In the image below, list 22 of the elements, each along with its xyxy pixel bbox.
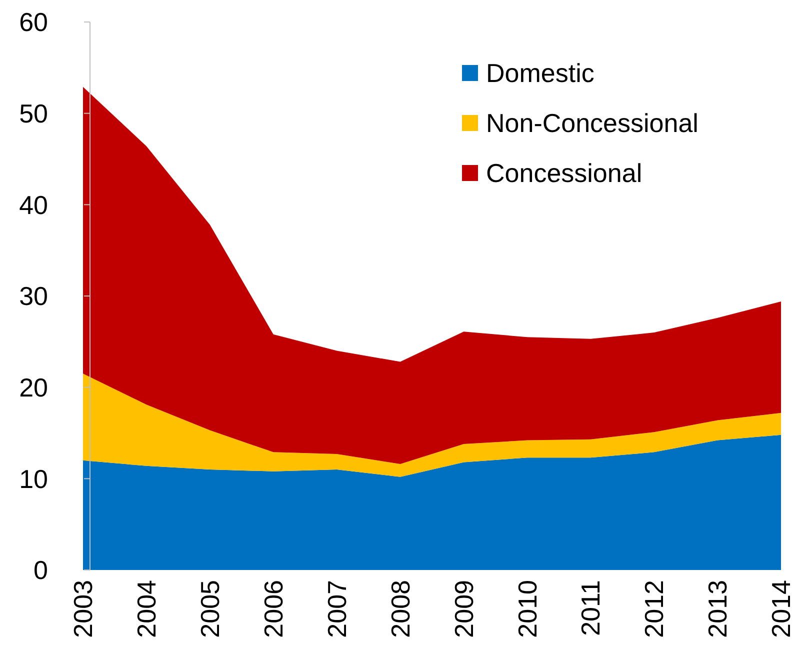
y-tick-label: 40 [19, 190, 48, 220]
y-tick-label: 50 [19, 98, 48, 128]
x-tick-label: 2005 [195, 580, 226, 638]
x-tick-label: 2004 [132, 580, 162, 638]
y-tick-label: 20 [19, 372, 48, 402]
legend-label: Non-Concessional [486, 108, 698, 138]
x-tick-label: 2007 [322, 580, 352, 638]
x-tick-label: 2003 [68, 580, 98, 638]
x-tick-label: 2006 [258, 580, 288, 638]
x-tick-label: 2009 [448, 580, 479, 638]
legend-label: Concessional [486, 158, 642, 188]
x-tick-label: 2013 [702, 580, 733, 638]
x-tick-label: 2012 [639, 580, 670, 638]
y-tick-label: 60 [19, 7, 48, 38]
x-tick-label: 2011 [576, 580, 606, 636]
x-tick-label: 2008 [385, 580, 416, 638]
y-tick-label: 10 [19, 464, 48, 494]
legend-label: Domestic [486, 58, 594, 88]
x-tick-label: 2010 [512, 580, 542, 638]
y-tick-label: 30 [19, 281, 48, 312]
x-tick-label: 2014 [766, 580, 796, 638]
y-tick-label: 0 [34, 555, 48, 586]
